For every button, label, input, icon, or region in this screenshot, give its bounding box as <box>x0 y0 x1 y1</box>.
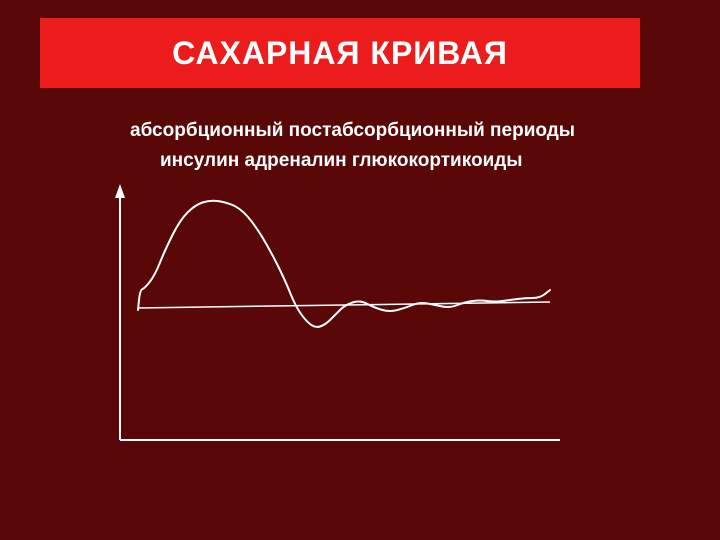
subtitle-periods: абсорбционный постабсорбционный периоды <box>130 120 575 142</box>
sugar-curve-chart <box>110 180 580 450</box>
subtitle-hormones: инсулин адреналин глюкокортикоиды <box>160 150 523 172</box>
chart-svg <box>110 180 580 450</box>
title-box: САХАРНАЯ КРИВАЯ <box>40 18 640 88</box>
page-title: САХАРНАЯ КРИВАЯ <box>172 35 508 72</box>
